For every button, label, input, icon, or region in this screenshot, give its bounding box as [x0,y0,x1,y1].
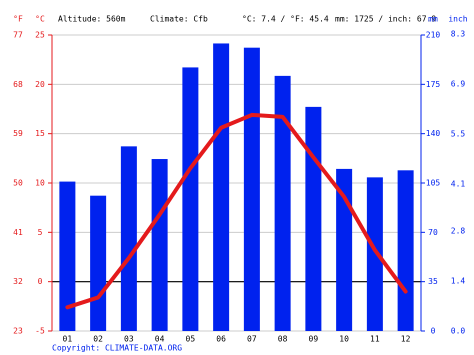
inch-tick-label: 4.1 [451,180,466,189]
temp-line [65,112,408,310]
precip-bar [397,170,414,331]
inch-tick-label: 0.0 [451,327,466,336]
copyright: Copyright: CLIMATE-DATA.ORG [52,344,182,353]
y2-tick-label: 70 [428,228,438,237]
precip-bar [366,177,383,331]
precip-bar [59,181,76,331]
x-tick-label: 07 [247,335,257,344]
y2-tick-label: 0 [431,327,436,336]
inch-tick-label: 5.5 [451,130,466,139]
f-tick-label: 77 [13,31,23,40]
precip-bar [182,67,199,332]
precip-bar [120,146,137,331]
precip-bar [274,75,291,331]
inch-tick-label: 8.3 [451,29,466,38]
altitude: Altitude: 560m [58,15,126,24]
precip-bar [90,195,107,331]
precip-summary: mm: 1725 / inch: 67.9 [335,15,436,24]
precip-bar [336,168,353,331]
temp-summary: °C: 7.4 / °F: 45.4 [242,15,329,24]
y2-tick-label: 35 [428,277,438,286]
x-tick-label: 08 [278,335,288,344]
y-tick-label: 0 [38,277,43,286]
f-tick-label: 68 [13,80,23,89]
f-tick-label: 50 [13,179,23,188]
x-tick-label: 01 [63,335,73,344]
precip-bar [151,159,168,331]
inch-unit: inch [448,15,467,24]
precip-bar [243,47,260,331]
y2-tick-label: 140 [426,129,441,138]
x-tick-label: 05 [186,335,196,344]
x-tick-label: 04 [155,335,165,344]
x-tick-label: 11 [370,335,380,344]
y-tick-label: 20 [35,80,45,89]
y-tick-label: -5 [35,327,45,336]
inch-tick-label: 2.8 [451,226,466,235]
x-tick-label: 09 [309,335,319,344]
x-tick-label: 12 [401,335,411,344]
f-tick-label: 41 [13,228,23,237]
y2-tick-label: 105 [426,179,441,188]
x-tick-label: 10 [339,335,349,344]
y-tick-label: 5 [38,228,43,237]
mm-unit: mm [428,15,438,24]
f-tick-label: 32 [13,277,23,286]
y-tick-label: 25 [35,31,45,40]
x-tick-label: 06 [216,335,226,344]
y-tick-label: 10 [35,179,45,188]
climate: Climate: Cfb [150,15,208,24]
x-tick-label: 03 [124,335,134,344]
inch-tick-label: 1.4 [451,276,466,285]
y-tick-label: 15 [35,129,45,138]
f-tick-label: 59 [13,129,23,138]
c-unit: °C [35,15,45,24]
f-unit: °F [13,15,23,24]
precip-bar [213,43,230,331]
y2-tick-label: 175 [426,80,441,89]
x-tick-label: 02 [93,335,103,344]
y2-tick-label: 210 [426,31,441,40]
f-tick-label: 23 [13,327,23,336]
precip-bar [305,106,322,331]
inch-tick-label: 6.9 [451,79,466,88]
